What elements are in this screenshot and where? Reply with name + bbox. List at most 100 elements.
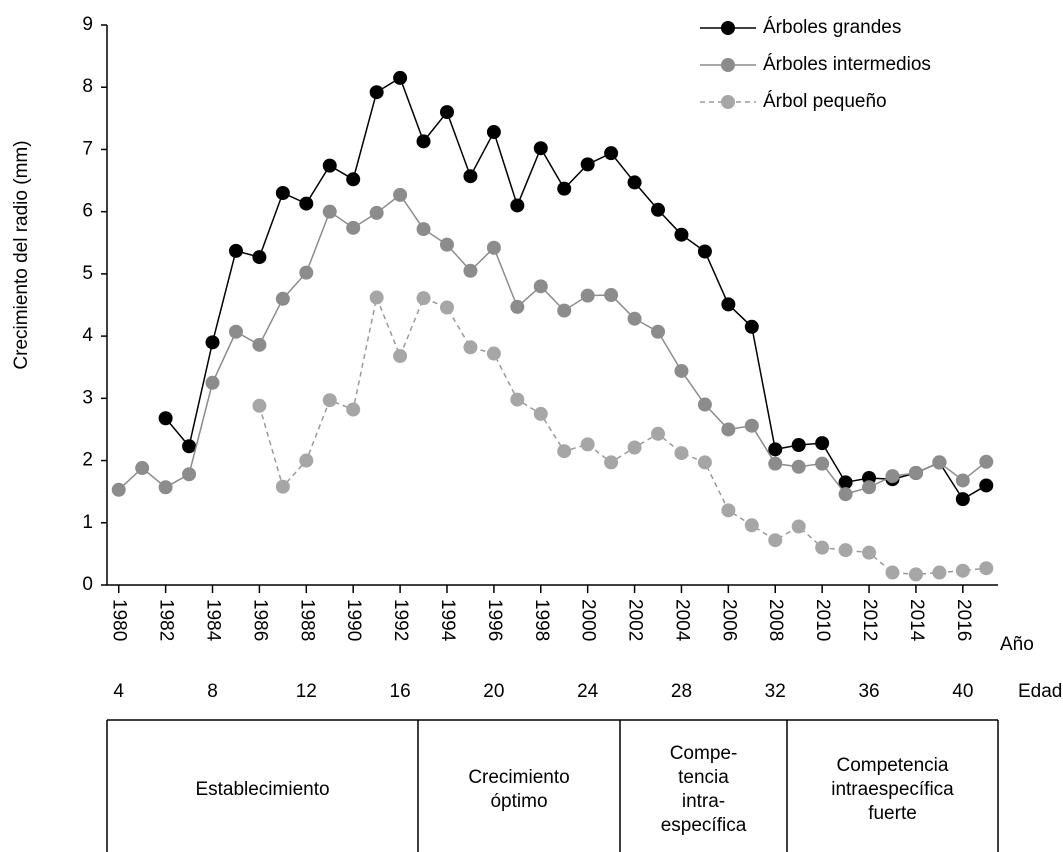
data-point bbox=[463, 340, 478, 355]
data-point bbox=[205, 335, 220, 350]
data-point bbox=[299, 453, 314, 468]
data-point bbox=[158, 411, 173, 426]
data-point bbox=[439, 300, 454, 315]
y-tick-label: 4 bbox=[82, 325, 93, 346]
data-point bbox=[416, 291, 431, 306]
series-line bbox=[118, 193, 987, 496]
legend-label: Árbol pequeño bbox=[763, 91, 887, 112]
data-point bbox=[768, 533, 783, 548]
data-point bbox=[885, 469, 900, 484]
data-point bbox=[393, 349, 408, 364]
y-tick-label: 0 bbox=[82, 574, 93, 595]
data-point bbox=[393, 70, 408, 85]
age-tick-label: 28 bbox=[671, 681, 692, 702]
data-point bbox=[651, 202, 666, 217]
data-point bbox=[158, 480, 173, 495]
data-point bbox=[346, 402, 361, 417]
data-point bbox=[135, 461, 150, 476]
x-tick-label: 2008 bbox=[765, 599, 786, 641]
data-point bbox=[510, 198, 525, 213]
x-tick-label: 2014 bbox=[906, 599, 927, 642]
data-point bbox=[510, 392, 525, 407]
phase-label: Establecimiento bbox=[195, 779, 329, 800]
data-point bbox=[228, 243, 243, 258]
data-point bbox=[416, 134, 431, 149]
data-point bbox=[627, 440, 642, 455]
series-line bbox=[258, 294, 987, 576]
data-point bbox=[674, 363, 689, 378]
data-point bbox=[768, 442, 783, 457]
data-point bbox=[885, 565, 900, 580]
data-point bbox=[252, 250, 267, 265]
data-point bbox=[651, 426, 666, 441]
x-tick-label: 2012 bbox=[859, 599, 880, 641]
y-axis-label: Crecimiento del radio (mm) bbox=[11, 140, 32, 369]
data-point bbox=[580, 157, 595, 172]
x-tick-label: 1984 bbox=[202, 599, 223, 642]
data-point bbox=[627, 175, 642, 190]
x-tick-label: 1988 bbox=[296, 599, 317, 641]
data-point bbox=[908, 567, 923, 582]
data-point bbox=[979, 478, 994, 493]
data-point bbox=[205, 375, 220, 390]
age-tick-label: 4 bbox=[113, 681, 124, 702]
data-point bbox=[228, 324, 243, 339]
age-tick-label: 36 bbox=[858, 681, 879, 702]
data-point bbox=[580, 437, 595, 452]
data-point bbox=[346, 172, 361, 187]
data-point bbox=[604, 146, 619, 161]
series-line bbox=[165, 76, 987, 501]
age-tick-label: 32 bbox=[765, 681, 786, 702]
data-point bbox=[322, 393, 337, 408]
data-point bbox=[697, 455, 712, 470]
x-tick-label: 2002 bbox=[625, 599, 646, 641]
data-point bbox=[979, 561, 994, 576]
data-point bbox=[791, 519, 806, 534]
data-point bbox=[838, 543, 853, 558]
y-tick-label: 9 bbox=[82, 14, 93, 35]
data-point bbox=[651, 324, 666, 339]
legend-label: Árboles grandes bbox=[763, 17, 901, 38]
data-point bbox=[486, 346, 501, 361]
age-tick-label: 20 bbox=[483, 681, 504, 702]
data-point bbox=[275, 479, 290, 494]
data-point bbox=[674, 446, 689, 461]
phase-label: óptimo bbox=[490, 791, 547, 812]
data-point bbox=[322, 158, 337, 173]
phase-label: fuerte bbox=[868, 803, 917, 824]
y-tick-label: 8 bbox=[82, 76, 93, 97]
data-point bbox=[979, 454, 994, 469]
phase-label: Crecimiento bbox=[468, 767, 569, 788]
data-point bbox=[369, 85, 384, 100]
y-tick-label: 7 bbox=[82, 138, 93, 159]
data-point bbox=[182, 439, 197, 454]
data-point bbox=[416, 222, 431, 237]
data-point bbox=[674, 227, 689, 242]
data-point bbox=[252, 337, 267, 352]
data-point bbox=[955, 563, 970, 578]
data-point bbox=[838, 487, 853, 502]
data-point bbox=[862, 545, 877, 560]
data-point bbox=[721, 422, 736, 437]
legend-marker bbox=[721, 21, 735, 35]
age-tick-label: 12 bbox=[296, 681, 317, 702]
x-tick-label: 2010 bbox=[812, 599, 833, 641]
data-point bbox=[932, 455, 947, 470]
data-point bbox=[768, 456, 783, 471]
data-point bbox=[252, 398, 267, 413]
age-axis-label: Edad bbox=[1018, 681, 1062, 702]
data-point bbox=[932, 565, 947, 580]
phase-label: Competencia bbox=[837, 755, 949, 776]
data-point bbox=[322, 204, 337, 219]
data-point bbox=[275, 291, 290, 306]
x-tick-label: 1982 bbox=[156, 599, 177, 641]
data-point bbox=[369, 205, 384, 220]
data-point bbox=[182, 467, 197, 482]
x-tick-label: 1998 bbox=[531, 599, 552, 641]
data-point bbox=[510, 299, 525, 314]
x-tick-label: 2000 bbox=[578, 599, 599, 641]
phase-label: específica bbox=[661, 815, 747, 836]
phase-label: tencia bbox=[678, 767, 729, 788]
data-point bbox=[580, 288, 595, 303]
